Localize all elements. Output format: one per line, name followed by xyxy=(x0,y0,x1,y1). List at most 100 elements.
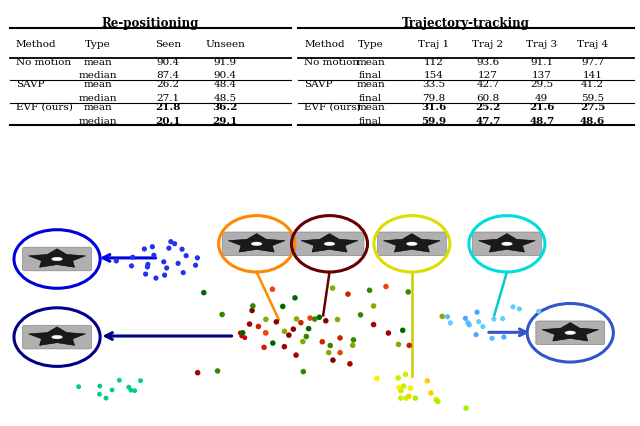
Point xyxy=(487,335,497,342)
Text: 87.4: 87.4 xyxy=(156,72,179,81)
Point xyxy=(381,283,391,290)
Point xyxy=(126,262,136,269)
Point xyxy=(471,331,481,338)
Point xyxy=(288,326,298,333)
Text: 127: 127 xyxy=(478,72,498,81)
Point xyxy=(192,254,202,261)
Point xyxy=(478,323,488,330)
Point xyxy=(401,371,411,378)
Point xyxy=(181,252,191,259)
Point xyxy=(148,252,159,259)
Point xyxy=(464,322,474,328)
Text: 90.4: 90.4 xyxy=(156,58,179,67)
Point xyxy=(403,288,413,295)
Point xyxy=(431,396,441,403)
Text: EVF (ours): EVF (ours) xyxy=(304,103,361,112)
Point xyxy=(193,369,203,376)
FancyBboxPatch shape xyxy=(22,325,92,349)
Text: final: final xyxy=(359,117,382,126)
Point xyxy=(237,333,247,340)
Point xyxy=(489,316,499,322)
Point xyxy=(240,334,250,341)
Circle shape xyxy=(52,257,63,261)
Polygon shape xyxy=(29,327,85,345)
Point xyxy=(364,287,374,294)
Point xyxy=(310,316,320,322)
Text: No motion: No motion xyxy=(304,58,359,67)
Point xyxy=(472,309,482,316)
Text: median: median xyxy=(79,117,118,126)
Polygon shape xyxy=(383,233,440,252)
Point xyxy=(303,325,314,332)
Point xyxy=(405,385,415,391)
Circle shape xyxy=(406,242,417,246)
Text: mean: mean xyxy=(84,80,113,89)
Text: final: final xyxy=(359,94,382,103)
Text: 27.1: 27.1 xyxy=(156,94,179,103)
FancyBboxPatch shape xyxy=(295,232,364,256)
Point xyxy=(253,323,264,330)
Point xyxy=(124,384,134,391)
Point xyxy=(143,261,153,268)
Circle shape xyxy=(502,242,512,246)
FancyBboxPatch shape xyxy=(22,247,92,271)
Point xyxy=(348,337,358,343)
Point xyxy=(166,238,176,245)
Text: EVF (ours): EVF (ours) xyxy=(16,103,73,112)
Text: 48.5: 48.5 xyxy=(213,94,237,103)
Text: final: final xyxy=(359,72,382,81)
Point xyxy=(328,357,338,363)
Point xyxy=(164,245,174,252)
Point xyxy=(399,383,409,389)
Text: SAVP: SAVP xyxy=(304,80,333,89)
Circle shape xyxy=(565,331,575,334)
Point xyxy=(499,334,509,340)
Text: 29.1: 29.1 xyxy=(212,117,237,126)
Text: Trajectory-tracking: Trajectory-tracking xyxy=(402,17,530,29)
Text: 21.6: 21.6 xyxy=(529,103,554,112)
Text: Traj 3: Traj 3 xyxy=(526,40,557,49)
Text: Seen: Seen xyxy=(155,40,181,49)
Point xyxy=(422,377,433,384)
Point xyxy=(305,315,316,322)
Text: 41.2: 41.2 xyxy=(581,80,604,89)
Point xyxy=(260,329,271,336)
Text: 90.4: 90.4 xyxy=(213,72,237,81)
Point xyxy=(335,349,345,356)
Point xyxy=(94,391,104,397)
Polygon shape xyxy=(29,249,85,267)
Point xyxy=(396,387,406,394)
Text: Method: Method xyxy=(304,40,345,49)
Point xyxy=(369,302,379,309)
Point xyxy=(244,321,255,328)
Point xyxy=(161,265,172,271)
Text: Re-positioning: Re-positioning xyxy=(102,17,199,29)
Point xyxy=(191,262,201,269)
Point xyxy=(127,254,138,261)
Point xyxy=(290,294,300,301)
Point xyxy=(321,317,331,324)
Text: 48.6: 48.6 xyxy=(580,117,605,126)
Point xyxy=(410,394,420,401)
Point xyxy=(260,329,271,336)
Text: mean: mean xyxy=(356,80,385,89)
Text: mean: mean xyxy=(356,103,385,112)
Point xyxy=(125,387,136,394)
Text: 60.8: 60.8 xyxy=(476,94,499,103)
Text: 33.5: 33.5 xyxy=(422,80,445,89)
Circle shape xyxy=(324,242,335,246)
Point xyxy=(463,320,473,326)
Text: Traj 4: Traj 4 xyxy=(577,40,608,49)
Point xyxy=(396,394,406,401)
Point xyxy=(497,315,508,322)
Point xyxy=(317,338,328,345)
Point xyxy=(397,327,408,334)
Point xyxy=(515,305,525,312)
Point xyxy=(314,314,324,321)
Point xyxy=(445,320,456,326)
Text: 112: 112 xyxy=(424,58,444,67)
Text: 25.2: 25.2 xyxy=(476,103,500,112)
Point xyxy=(259,344,269,351)
Point xyxy=(508,303,518,310)
Point xyxy=(279,343,289,350)
